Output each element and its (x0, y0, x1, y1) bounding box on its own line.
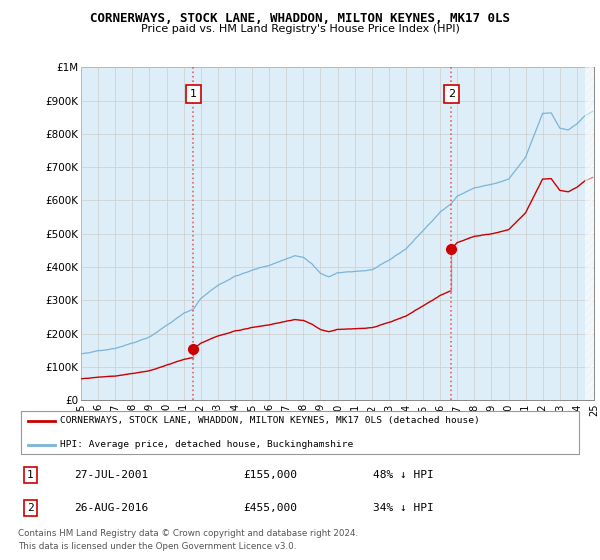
Text: Price paid vs. HM Land Registry's House Price Index (HPI): Price paid vs. HM Land Registry's House … (140, 24, 460, 34)
Text: £455,000: £455,000 (244, 503, 298, 513)
FancyBboxPatch shape (21, 411, 579, 454)
Text: Contains HM Land Registry data © Crown copyright and database right 2024.: Contains HM Land Registry data © Crown c… (18, 529, 358, 538)
Text: 2: 2 (27, 503, 34, 513)
Text: This data is licensed under the Open Government Licence v3.0.: This data is licensed under the Open Gov… (18, 542, 296, 550)
Text: CORNERWAYS, STOCK LANE, WHADDON, MILTON KEYNES, MK17 0LS (detached house): CORNERWAYS, STOCK LANE, WHADDON, MILTON … (60, 416, 480, 425)
Text: 48% ↓ HPI: 48% ↓ HPI (373, 470, 434, 480)
Text: HPI: Average price, detached house, Buckinghamshire: HPI: Average price, detached house, Buck… (60, 440, 353, 449)
Text: 27-JUL-2001: 27-JUL-2001 (74, 470, 149, 480)
Text: 2: 2 (448, 89, 455, 99)
Text: 34% ↓ HPI: 34% ↓ HPI (373, 503, 434, 513)
Text: CORNERWAYS, STOCK LANE, WHADDON, MILTON KEYNES, MK17 0LS: CORNERWAYS, STOCK LANE, WHADDON, MILTON … (90, 12, 510, 25)
Text: 26-AUG-2016: 26-AUG-2016 (74, 503, 149, 513)
Text: £155,000: £155,000 (244, 470, 298, 480)
Bar (586, 67, 600, 400)
Text: 1: 1 (27, 470, 34, 480)
Text: 1: 1 (190, 89, 197, 99)
